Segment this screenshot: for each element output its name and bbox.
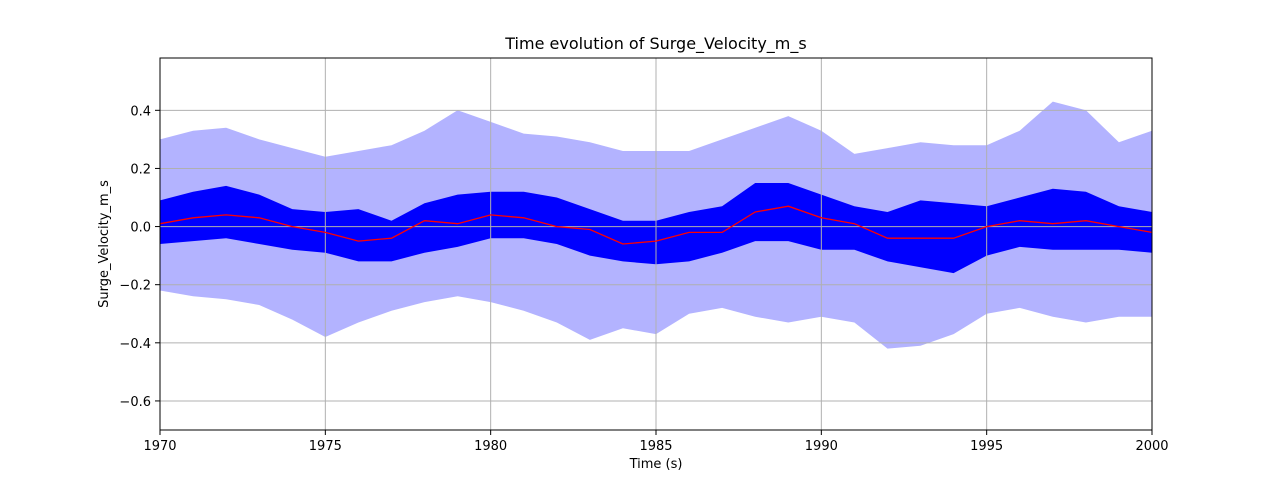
x-tick-label: 1990 [805, 439, 838, 454]
y-tick-label: 0.4 [130, 104, 151, 119]
y-tick-label: −0.2 [119, 279, 151, 294]
x-tick-label: 1975 [309, 439, 342, 454]
y-tick-label: 0.2 [130, 162, 151, 177]
y-tick-label: −0.6 [119, 395, 151, 410]
y-tick-label: 0.0 [130, 221, 151, 236]
lines-layer [159, 205, 1153, 245]
mean-line [159, 205, 1153, 245]
x-tick-label: 1970 [143, 439, 176, 454]
x-tick-label: 1985 [639, 439, 672, 454]
plot-area [159, 57, 1153, 431]
y-tick-label: −0.4 [119, 337, 151, 352]
ticks-layer: 1970 1975 1980 1985 1990 1995 2000 0.4 0.2 0.0 −0.… [119, 104, 1168, 454]
x-tick-label: 1995 [970, 439, 1003, 454]
grid-layer [159, 58, 1153, 430]
x-tick-label: 2000 [1135, 439, 1168, 454]
x-axis-label: Time (s) [629, 457, 683, 472]
x-tick-label: 1980 [474, 439, 507, 454]
y-axis-label: Surge_Velocity_m_s [97, 180, 112, 308]
chart-title: Time evolution of Surge_Velocity_m_s [504, 34, 806, 54]
